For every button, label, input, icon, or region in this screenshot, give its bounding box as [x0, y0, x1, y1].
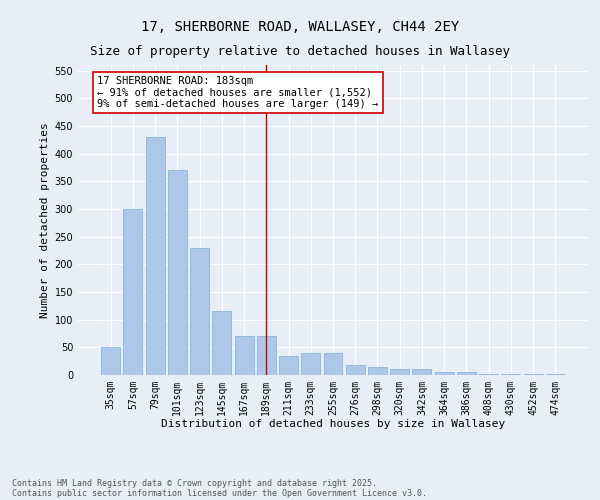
Text: 17, SHERBORNE ROAD, WALLASEY, CH44 2EY: 17, SHERBORNE ROAD, WALLASEY, CH44 2EY: [141, 20, 459, 34]
Bar: [502, 374, 520, 375]
Bar: [301, 353, 320, 375]
Bar: [457, 372, 476, 375]
Text: Contains public sector information licensed under the Open Government Licence v3: Contains public sector information licen…: [12, 488, 427, 498]
Text: Size of property relative to detached houses in Wallasey: Size of property relative to detached ho…: [90, 45, 510, 58]
Bar: [546, 374, 565, 375]
Text: Contains HM Land Registry data © Crown copyright and database right 2025.: Contains HM Land Registry data © Crown c…: [12, 478, 377, 488]
Bar: [212, 312, 231, 375]
Bar: [235, 336, 254, 375]
Bar: [168, 170, 187, 375]
Bar: [479, 374, 498, 375]
Bar: [190, 248, 209, 375]
Bar: [257, 336, 276, 375]
Bar: [412, 370, 431, 375]
Bar: [146, 137, 164, 375]
Bar: [323, 353, 343, 375]
Bar: [524, 374, 542, 375]
Bar: [346, 365, 365, 375]
Bar: [279, 356, 298, 375]
Bar: [101, 348, 120, 375]
Bar: [368, 366, 387, 375]
Text: 17 SHERBORNE ROAD: 183sqm
← 91% of detached houses are smaller (1,552)
9% of sem: 17 SHERBORNE ROAD: 183sqm ← 91% of detac…: [97, 76, 379, 110]
Y-axis label: Number of detached properties: Number of detached properties: [40, 122, 50, 318]
Bar: [435, 372, 454, 375]
X-axis label: Distribution of detached houses by size in Wallasey: Distribution of detached houses by size …: [161, 420, 505, 430]
Bar: [390, 370, 409, 375]
Bar: [124, 209, 142, 375]
